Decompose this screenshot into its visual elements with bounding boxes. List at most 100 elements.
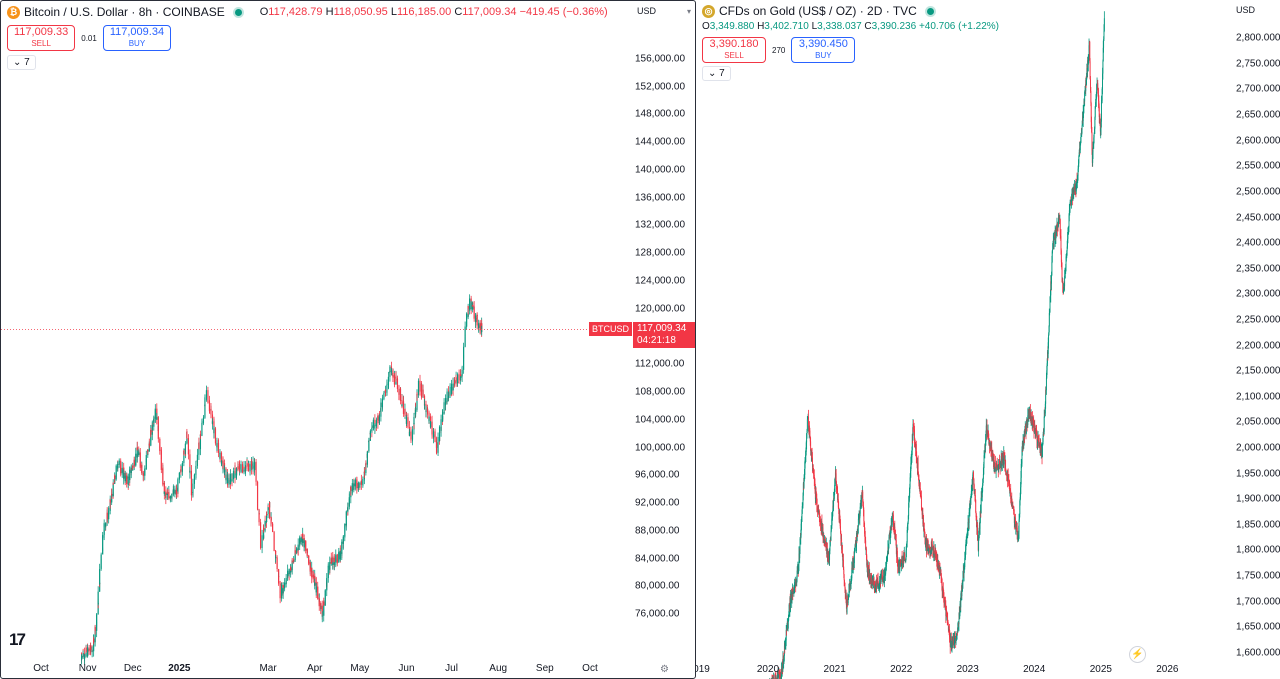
candle-body xyxy=(444,398,447,405)
chevron-down-icon[interactable]: ▾ xyxy=(686,7,691,16)
candle-body xyxy=(918,473,919,475)
candle-body xyxy=(136,447,138,458)
price-tick-label: 132,000.00 xyxy=(635,219,686,231)
candle-body xyxy=(859,506,861,514)
candle-body xyxy=(311,567,313,578)
candle-body xyxy=(941,584,943,592)
candle-body xyxy=(115,466,117,469)
candle-body xyxy=(129,472,131,481)
candle-body xyxy=(896,550,898,560)
candle-body xyxy=(398,393,400,395)
candle-body xyxy=(942,587,944,591)
btc-sell-button[interactable]: 117,009.33 SELL xyxy=(7,25,76,51)
gold-time-scale[interactable]: 019 2020 2021 2022 2023 2024 2025 2026 xyxy=(696,661,1230,679)
gold-buy-button[interactable]: 3,390.450 BUY xyxy=(791,37,856,63)
candle-body xyxy=(302,533,304,543)
candle-body xyxy=(408,431,411,436)
btc-price-scale[interactable]: USD ▾ 156,000.00 152,000.00 148,000.00 144,… xyxy=(633,1,695,678)
candle-body xyxy=(196,454,199,462)
candle-body xyxy=(952,642,954,644)
time-tick-label: 2025 xyxy=(1089,664,1112,675)
gear-icon[interactable]: ⚙ xyxy=(660,664,669,675)
candle-body xyxy=(317,592,319,595)
time-tick-label: Apr xyxy=(306,663,323,674)
candle-body xyxy=(1084,91,1086,102)
candle-body xyxy=(1097,83,1099,91)
candle-body xyxy=(139,457,141,464)
candle-body xyxy=(381,399,384,401)
candle-body xyxy=(437,441,439,449)
price-tick-label: 88,000.00 xyxy=(635,525,680,537)
candle-body xyxy=(193,474,196,479)
gold-spread: 270 xyxy=(772,45,786,55)
candle-body xyxy=(909,486,911,494)
candle-body xyxy=(401,404,403,407)
candle-body xyxy=(300,537,302,540)
gold-currency[interactable]: USD xyxy=(1236,5,1256,15)
candle-body xyxy=(862,491,864,502)
gold-price-scale[interactable]: USD 2,800.000 2,750.000 2,700.000 2,650.000… xyxy=(1230,0,1280,679)
btc-symbol-title[interactable]: Bitcoin / U.S. Dollar · 8h · COINBASE xyxy=(24,5,225,19)
candle-body xyxy=(332,557,334,559)
candle-body xyxy=(1043,416,1045,432)
time-tick-label: Mar xyxy=(259,663,277,674)
candle-body xyxy=(863,509,865,521)
candle-body xyxy=(1072,190,1074,201)
candle-body xyxy=(99,569,101,584)
candle-body xyxy=(96,614,98,619)
gold-chart-pane[interactable]: ◎ CFDs on Gold (US$ / OZ) · 2D · TVC O3,… xyxy=(696,0,1280,679)
candle-body xyxy=(342,536,344,544)
candle-body xyxy=(112,483,114,496)
time-tick-label: Jun xyxy=(398,663,415,674)
candle-body xyxy=(1024,431,1026,437)
candle-body xyxy=(96,622,98,631)
price-tick-label: 108,000.00 xyxy=(635,386,686,398)
candle-body xyxy=(781,668,782,679)
price-tick-label: 2,350.000 xyxy=(1236,263,1280,275)
btc-indicators-toggle[interactable]: ⌄ 7 xyxy=(7,55,36,70)
btc-chart-pane[interactable]: ₿ Bitcoin / U.S. Dollar · 8h · COINBASE … xyxy=(0,0,696,679)
candle-body xyxy=(983,455,985,465)
candle-body xyxy=(163,491,165,494)
candle-body xyxy=(842,559,844,570)
candle-body xyxy=(832,505,834,512)
candle-body xyxy=(833,498,835,507)
btc-buy-button[interactable]: 117,009.34 BUY xyxy=(102,25,172,51)
candle-body xyxy=(813,474,815,480)
candle-body xyxy=(317,594,319,599)
btc-time-scale[interactable]: Oct Nov Dec 2025 Mar Apr May Jun Jul Aug Sep Oct xyxy=(1,660,635,678)
price-tick-label: 76,000.00 xyxy=(635,608,680,620)
candle-body xyxy=(171,493,173,499)
candle-body xyxy=(888,536,890,544)
candle-body xyxy=(812,457,813,468)
candle-body xyxy=(124,475,126,482)
candle-body xyxy=(1099,122,1101,132)
candle-body xyxy=(799,538,801,552)
price-tick-label: 2,250.000 xyxy=(1236,314,1280,326)
candle-body xyxy=(330,558,332,564)
candle-body xyxy=(105,522,107,527)
candle-body xyxy=(327,565,329,567)
gold-sell-button[interactable]: 3,390.180 SELL xyxy=(702,37,766,63)
candle-body xyxy=(133,459,135,466)
candle-body xyxy=(118,460,120,462)
candle-body xyxy=(1089,41,1091,62)
btc-ohlc: O117,428.79 H118,050.95 L116,185.00 C117… xyxy=(259,6,608,18)
candle-body xyxy=(84,656,86,658)
price-tick-label: 2,450.000 xyxy=(1236,212,1280,223)
gold-indicators-toggle[interactable]: ⌄ 7 xyxy=(702,66,731,81)
candle-body xyxy=(401,400,403,407)
lightning-icon[interactable]: ⚡ xyxy=(1129,646,1146,663)
candle-body xyxy=(402,412,405,414)
candle-body xyxy=(293,559,295,561)
btc-currency[interactable]: USD xyxy=(637,6,657,16)
candle-body xyxy=(416,394,418,396)
candle-body xyxy=(211,421,214,424)
gold-symbol-title[interactable]: CFDs on Gold (US$ / OZ) · 2D · TVC xyxy=(719,4,917,18)
candle-body xyxy=(1033,420,1035,427)
btc-last-price-label: 117,009.34 04:21:18 xyxy=(633,322,695,349)
candle-body xyxy=(267,507,269,510)
candle-body xyxy=(156,417,158,420)
candle-body xyxy=(151,426,153,428)
candle-body xyxy=(94,627,96,631)
